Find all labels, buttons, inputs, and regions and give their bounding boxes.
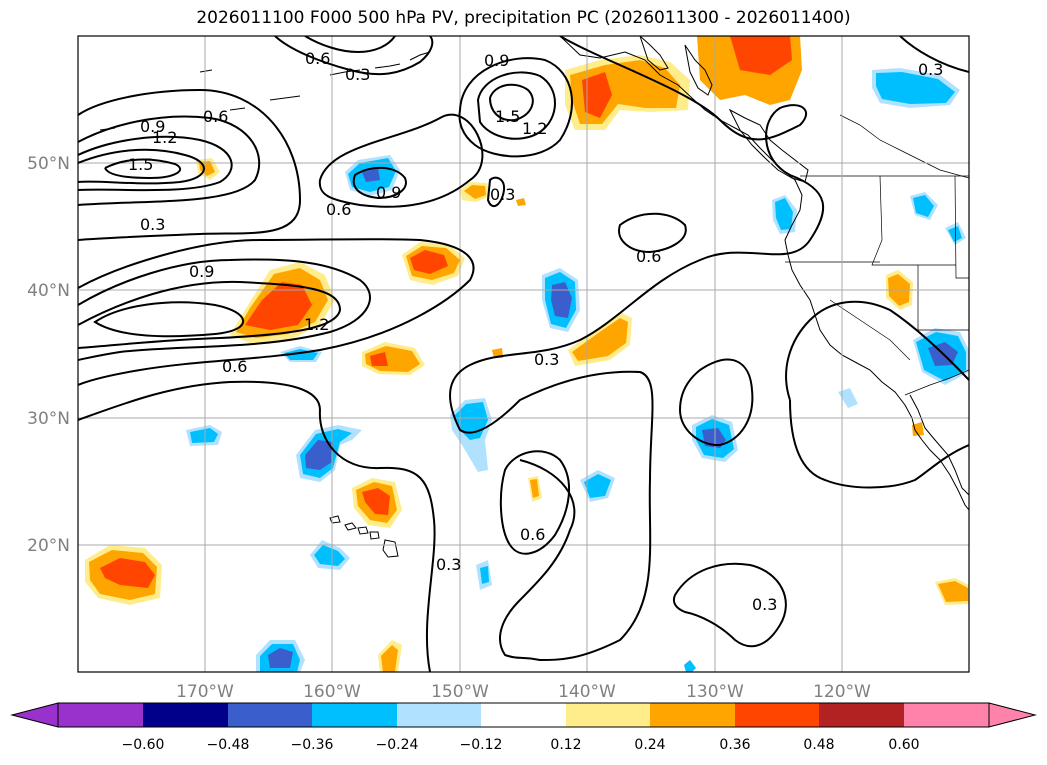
lon-tick-label: 170°W <box>176 682 234 702</box>
contour-label: 1.5 <box>495 107 520 126</box>
colorbar-low-extend <box>10 702 59 728</box>
precip-shading <box>85 36 969 672</box>
colorbar-cell <box>650 703 735 727</box>
colorbar-cell <box>143 703 228 727</box>
colorbar-cell <box>228 703 312 727</box>
pv-contour-labels: 0.6 0.3 0.9 1.5 1.2 0.9 1.2 1.5 0.6 0.9 … <box>128 49 943 614</box>
colorbar-high-extend <box>988 702 1037 728</box>
contour-label: 0.6 <box>203 107 228 126</box>
contour-label: 0.9 <box>484 51 509 70</box>
colorbar-cell <box>735 703 819 727</box>
map-title: 2026011100 F000 500 hPa PV, precipitatio… <box>196 8 851 28</box>
latitude-tick-labels: 50°N 40°N 30°N 20°N <box>27 154 70 556</box>
colorbar-cell <box>566 703 650 727</box>
contour-label: 0.6 <box>636 247 661 266</box>
colorbar-tick-label: 0.36 <box>719 737 750 753</box>
plot-area: 0.6 0.3 0.9 1.5 1.2 0.9 1.2 1.5 0.6 0.9 … <box>78 36 969 672</box>
lon-tick-label: 130°W <box>686 682 744 702</box>
lon-tick-label: 140°W <box>558 682 616 702</box>
colorbar-tick-label: −0.60 <box>122 737 165 753</box>
colorbar-cell <box>312 703 397 727</box>
contour-label: 1.2 <box>152 128 177 147</box>
colorbar-tick-label: −0.48 <box>207 737 250 753</box>
colorbar: −0.60 −0.48 −0.36 −0.24 −0.12 0.12 0.24 … <box>10 702 1037 753</box>
contour-label: 1.5 <box>128 155 153 174</box>
contour-label: 1.2 <box>522 119 547 138</box>
contour-label: 0.3 <box>918 60 943 79</box>
colorbar-tick-label: 0.24 <box>634 737 665 753</box>
contour-label: 0.9 <box>140 117 165 136</box>
contour-label: 0.3 <box>490 185 515 204</box>
contour-label: 0.3 <box>534 350 559 369</box>
colorbar-tick-label: 0.48 <box>803 737 834 753</box>
contour-label: 0.3 <box>140 215 165 234</box>
graticule <box>78 36 969 672</box>
longitude-tick-labels: 170°W 160°W 150°W 140°W 130°W 120°W <box>176 682 871 702</box>
colorbar-cell <box>58 703 143 727</box>
lat-tick-label: 40°N <box>27 281 70 301</box>
colorbar-cell <box>397 703 481 727</box>
colorbar-tick-label: 0.60 <box>888 737 919 753</box>
contour-label: 0.3 <box>752 595 777 614</box>
lat-tick-label: 50°N <box>27 154 70 174</box>
colorbar-tick-label: −0.36 <box>291 737 334 753</box>
contour-label: 0.3 <box>345 65 370 84</box>
colorbar-cell <box>819 703 904 727</box>
plot-frame <box>77 35 970 673</box>
lat-tick-label: 20°N <box>27 536 70 556</box>
contour-label: 0.6 <box>520 525 545 544</box>
contour-label: 0.9 <box>376 183 401 202</box>
colorbar-cell <box>904 703 989 727</box>
contour-label: 0.3 <box>436 555 461 574</box>
contour-label: 0.6 <box>326 200 351 219</box>
lon-tick-label: 160°W <box>303 682 361 702</box>
contour-label: 0.9 <box>189 262 214 281</box>
lon-tick-label: 150°W <box>431 682 489 702</box>
contour-label: 0.6 <box>305 49 330 68</box>
contour-label: 0.6 <box>222 357 247 376</box>
colorbar-tick-label: −0.12 <box>460 737 503 753</box>
colorbar-tick-label: −0.24 <box>376 737 419 753</box>
colorbar-cell <box>481 703 566 727</box>
colorbar-tick-label: 0.12 <box>550 737 581 753</box>
lat-tick-label: 30°N <box>27 409 70 429</box>
lon-tick-label: 120°W <box>813 682 871 702</box>
pv-contours <box>78 36 969 672</box>
contour-label: 1.2 <box>304 315 329 334</box>
